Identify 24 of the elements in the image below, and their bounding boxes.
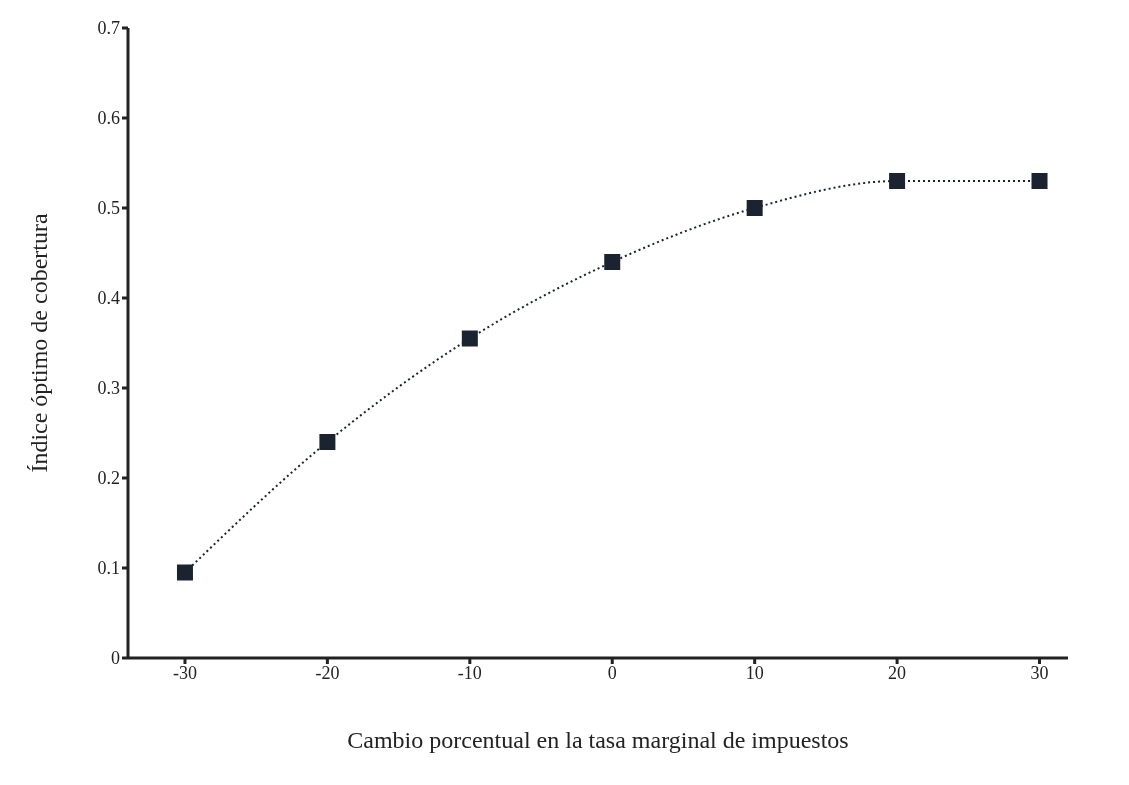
y-tick-label: 0.2 bbox=[97, 468, 120, 489]
x-tick-label: -10 bbox=[457, 662, 482, 683]
point bbox=[604, 254, 621, 270]
y-tick-label: 0 bbox=[111, 648, 120, 669]
point bbox=[319, 434, 336, 450]
x-tick-label: -20 bbox=[315, 662, 340, 683]
x-tick-label: -30 bbox=[172, 662, 197, 683]
x-tick-label: 20 bbox=[888, 662, 907, 683]
point bbox=[1031, 173, 1048, 189]
y-tick-label: 0.4 bbox=[97, 288, 120, 309]
y-tick-label: 0.7 bbox=[97, 18, 120, 39]
x-axis-title: Cambio porcentual en la tasa marginal de impuestos bbox=[347, 727, 849, 753]
point bbox=[889, 173, 906, 189]
y-tick-label: 0.1 bbox=[97, 558, 120, 579]
x-tick-label: 10 bbox=[745, 662, 764, 683]
y-tick-label: 0.6 bbox=[97, 108, 120, 129]
y-tick-label: 0.3 bbox=[97, 378, 120, 399]
point bbox=[746, 200, 763, 216]
y-tick-label: 0.5 bbox=[97, 198, 120, 219]
y-axis-title: Índice óptimo de cobertura bbox=[25, 213, 52, 473]
point bbox=[176, 564, 193, 581]
x-tick-label: 0 bbox=[607, 662, 617, 683]
x-tick-label: 30 bbox=[1030, 662, 1049, 683]
point bbox=[461, 330, 478, 347]
